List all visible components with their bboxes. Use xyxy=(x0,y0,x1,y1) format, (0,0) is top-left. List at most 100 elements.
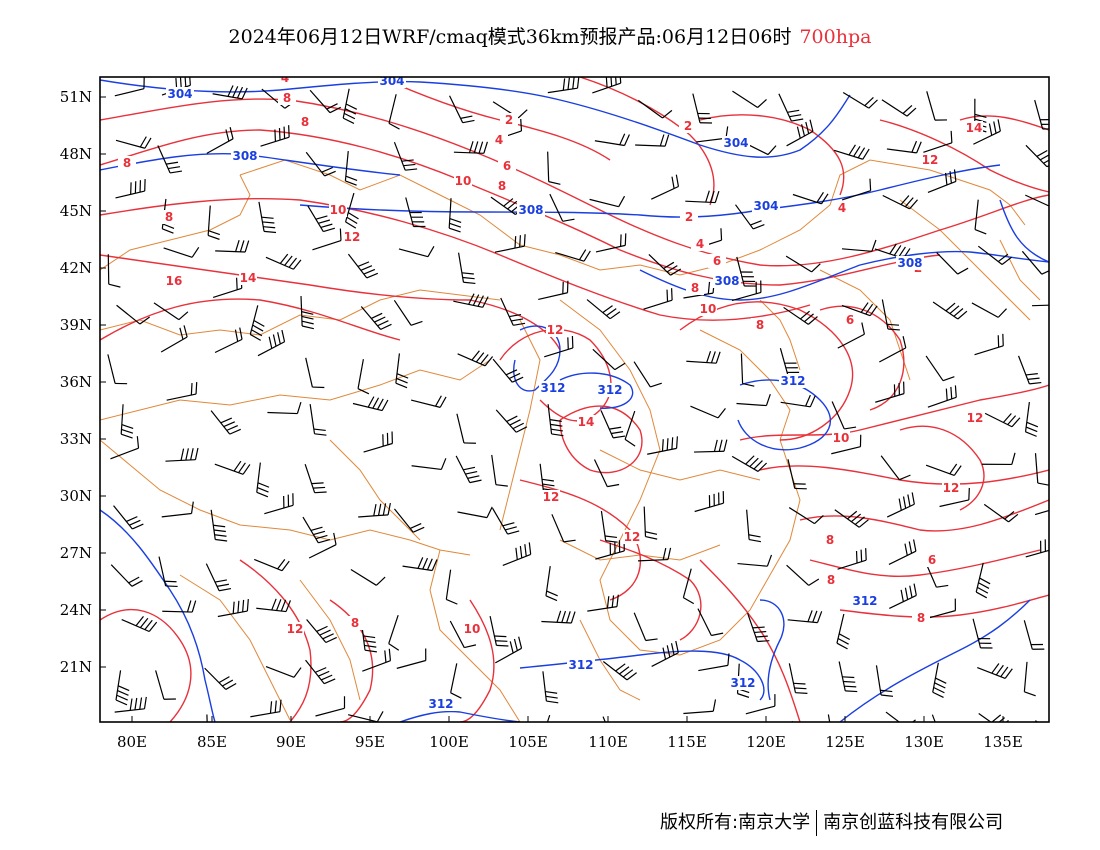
lat-tick-label: 30N xyxy=(60,487,92,505)
wind-barb xyxy=(837,322,865,349)
geopotential-label: 312 xyxy=(730,676,755,690)
lat-tick-label: 48N xyxy=(60,145,92,163)
border-line xyxy=(239,159,1026,276)
lon-tick-label: 95E xyxy=(355,733,385,751)
wind-barb xyxy=(153,302,189,321)
temperature-contour xyxy=(819,305,905,411)
temperature-label: 2 xyxy=(684,119,692,133)
wind-barb xyxy=(163,246,200,258)
temperature-label: 12 xyxy=(287,622,304,636)
wind-barb xyxy=(881,99,917,117)
wind-barb xyxy=(690,405,726,419)
geopotential-label: 308 xyxy=(714,274,739,288)
wind-barb xyxy=(686,351,721,364)
wind-barb xyxy=(204,667,237,690)
lat-tick-label: 36N xyxy=(60,373,92,391)
pressure-level: 700hpa xyxy=(799,26,872,48)
wind-barb xyxy=(547,77,580,94)
wind-barb xyxy=(842,92,878,109)
wind-barb xyxy=(643,288,673,310)
wind-barb xyxy=(107,254,121,288)
wind-barb xyxy=(396,648,427,669)
wind-barb xyxy=(306,619,337,644)
wind-barb xyxy=(115,136,152,149)
wind-barb xyxy=(305,659,336,685)
wind-barb xyxy=(121,615,158,633)
wind-barb xyxy=(923,130,953,153)
wind-barb xyxy=(786,564,820,586)
geopotential-label: 312 xyxy=(540,381,565,395)
temperature-contour xyxy=(699,114,845,196)
wind-barb xyxy=(932,301,968,320)
wind-barb xyxy=(492,358,524,383)
wind-barb xyxy=(398,245,435,258)
wind-barb xyxy=(973,119,1001,145)
temperature-label: 8 xyxy=(301,115,309,129)
wind-barb xyxy=(697,608,724,637)
wind-barb xyxy=(344,151,358,186)
wind-barb xyxy=(783,306,818,325)
wind-barb xyxy=(115,179,146,199)
wind-barb xyxy=(347,711,384,722)
wind-barb xyxy=(210,509,228,542)
wind-barb xyxy=(889,583,917,609)
temperature-label: 8 xyxy=(826,533,834,547)
wind-barb xyxy=(445,569,458,605)
wind-barb xyxy=(315,696,346,717)
geopotential-label: 308 xyxy=(232,149,257,163)
wind-barb xyxy=(110,436,140,460)
wind-barb xyxy=(886,140,922,154)
lon-tick-label: 120E xyxy=(746,733,786,751)
wind-barb xyxy=(600,410,626,439)
wind-barb xyxy=(360,620,377,653)
wind-barb xyxy=(547,151,561,185)
wind-barb xyxy=(405,197,426,228)
wind-barb xyxy=(212,276,243,298)
border-line xyxy=(899,199,1031,321)
wind-barb xyxy=(635,134,670,147)
wind-barb xyxy=(788,663,808,694)
temperature-label: 14 xyxy=(578,415,595,429)
temperature-label: 8 xyxy=(165,210,173,224)
wind-barb xyxy=(492,507,520,535)
temperature-contour xyxy=(739,384,1049,441)
wind-barb xyxy=(267,401,302,415)
wind-barb xyxy=(495,636,523,664)
wind-barb xyxy=(836,613,851,650)
wind-barb xyxy=(307,205,335,233)
wind-barb xyxy=(633,612,658,642)
geopotential-contour xyxy=(999,199,1049,263)
wind-barb xyxy=(402,557,438,572)
temperature-contour xyxy=(679,301,854,441)
copyright-left: 版权所有:南京大学 xyxy=(660,812,811,833)
lon-tick-label: 105E xyxy=(508,733,548,751)
wind-barb xyxy=(974,333,1004,356)
wind-barb xyxy=(981,452,1016,466)
wind-barb xyxy=(977,245,1012,265)
wind-barb xyxy=(260,125,290,147)
wind-barb xyxy=(456,413,476,444)
wind-barb xyxy=(116,304,150,325)
wind-barb xyxy=(393,141,418,171)
wind-barb xyxy=(450,663,462,699)
map-title: 2024年06月12日WRF/cmaq模式36km预报产品:06月12日06时 7… xyxy=(0,22,1100,49)
wind-barb xyxy=(984,412,1021,428)
wind-barb xyxy=(120,404,134,439)
wind-barb xyxy=(787,610,823,624)
geopotential-label: 304 xyxy=(723,136,748,150)
temperature-label: 12 xyxy=(624,530,641,544)
temperature-label: 8 xyxy=(498,179,506,193)
geopotential-label: 304 xyxy=(167,87,192,101)
wind-barb xyxy=(589,195,626,208)
wind-barb xyxy=(977,663,1013,679)
wind-barb xyxy=(841,302,878,317)
temperature-label: 4 xyxy=(495,133,503,147)
temperature-contour xyxy=(559,405,643,474)
wind-barb xyxy=(256,462,270,498)
border-line xyxy=(559,299,801,656)
wind-barb xyxy=(453,293,489,308)
wind-barb xyxy=(643,506,658,540)
wind-barb xyxy=(250,699,282,718)
lat-tick-label: 42N xyxy=(60,259,92,277)
